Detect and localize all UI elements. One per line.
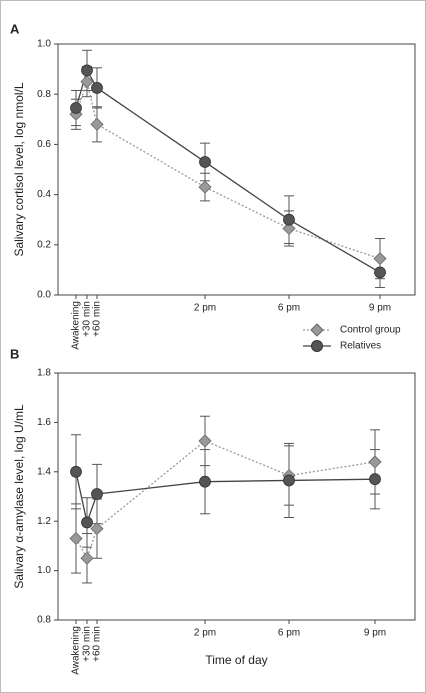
y-tick-label: 0.8 [37,89,51,100]
x-tick-label: +30 min [82,301,93,337]
y-axis-title: Salivary α-amylase level, log U/mL [12,404,26,589]
legend-label: Relatives [340,341,381,352]
plot-area [57,43,416,296]
diamond-marker [368,455,382,469]
circle-marker [369,473,381,486]
legend-label: Control group [340,325,401,336]
circle-marker [91,82,103,94]
diamond-marker [198,434,212,448]
circle-marker [374,266,386,279]
legend-marker [310,323,324,337]
circle-marker [70,102,82,114]
circle-marker [283,213,295,226]
diamond-marker [69,531,83,546]
diamond-marker [90,117,104,131]
series-line [75,68,381,273]
x-tick-label: 9 pm [369,303,391,314]
y-tick-label: 1.0 [37,39,51,50]
x-tick-label: Awakening [71,626,82,675]
series-line [75,471,376,525]
diamond-marker [80,551,94,565]
x-tick-label: +60 min [92,301,103,337]
circle-marker [81,64,93,77]
x-tick-label: 2 pm [194,628,216,639]
x-tick-label: 2 pm [194,303,216,314]
legend-marker [311,340,323,352]
x-tick-label: 6 pm [278,303,300,314]
x-tick-label: 6 pm [278,628,300,639]
plot-area [57,372,416,621]
circle-marker [199,156,211,168]
y-tick-label: 0.0 [37,290,51,301]
y-tick-label: 0.2 [37,239,51,250]
panel-label: A [10,21,20,36]
y-tick-label: 1.0 [37,565,51,576]
series-line [75,79,381,260]
circle-marker [283,474,295,487]
y-tick-label: 1.2 [37,516,51,527]
x-tick-label: 9 pm [364,628,386,639]
diamond-marker [90,522,104,536]
y-tick-label: 0.8 [37,615,51,626]
circle-marker [70,465,82,478]
y-tick-label: 1.6 [37,417,51,428]
circle-marker [199,475,211,488]
x-tick-label: +60 min [92,626,103,662]
panel-label: B [10,346,19,361]
diamond-marker [373,252,387,266]
x-tick-label: +30 min [82,626,93,662]
diamond-marker [80,75,94,89]
x-axis-title: Time of day [205,653,267,667]
x-tick-label: Awakening [71,301,82,350]
y-tick-label: 0.4 [37,189,51,200]
y-tick-label: 0.6 [37,139,51,150]
y-tick-label: 1.8 [37,368,51,379]
y-axis-title: Salivary cortisol level, log nmol/L [12,82,26,256]
y-tick-label: 1.4 [37,466,51,477]
diamond-marker [198,180,212,194]
circle-marker [91,488,103,500]
circle-marker [81,516,93,529]
diamond-marker [282,221,296,236]
